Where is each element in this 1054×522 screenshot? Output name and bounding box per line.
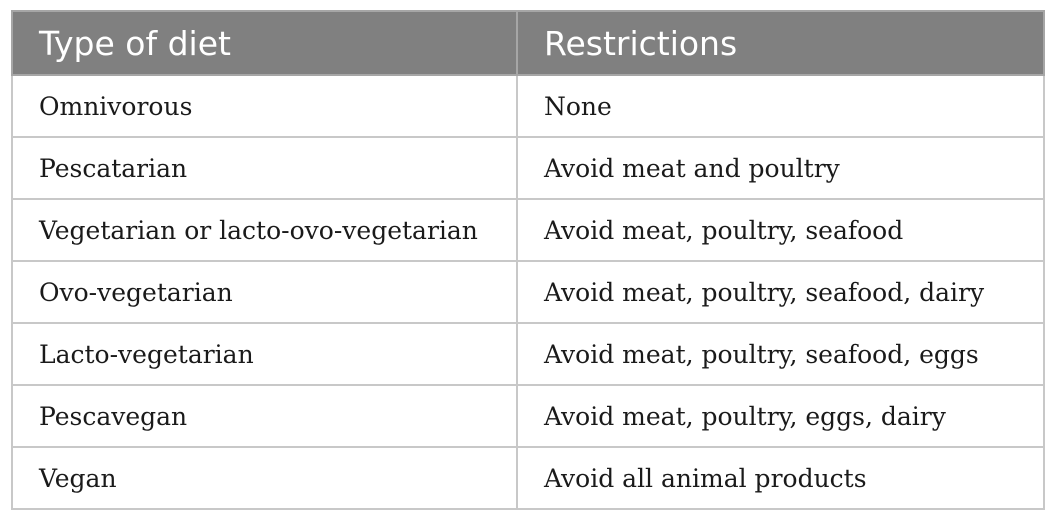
- diet-type-cell: Pescavegan: [11, 384, 518, 448]
- table-row: Pescavegan Avoid meat, poultry, eggs, da…: [11, 384, 1045, 448]
- diet-table-container: Type of diet Restrictions Omnivorous Non…: [11, 10, 1045, 510]
- table-row: Vegan Avoid all animal products: [11, 446, 1045, 510]
- diet-type-cell: Vegan: [11, 446, 518, 510]
- restrictions-cell: Avoid meat, poultry, seafood, dairy: [516, 260, 1045, 324]
- restrictions-cell: Avoid meat, poultry, seafood: [516, 198, 1045, 262]
- restrictions-cell: None: [516, 74, 1045, 138]
- table-row: Omnivorous None: [11, 74, 1045, 138]
- table-header-row: Type of diet Restrictions: [11, 10, 1045, 76]
- diet-type-cell: Lacto-vegetarian: [11, 322, 518, 386]
- restrictions-cell: Avoid all animal products: [516, 446, 1045, 510]
- diet-type-cell: Vegetarian or lacto-ovo-vegetarian: [11, 198, 518, 262]
- restrictions-cell: Avoid meat, poultry, eggs, dairy: [516, 384, 1045, 448]
- table-row: Lacto-vegetarian Avoid meat, poultry, se…: [11, 322, 1045, 386]
- header-restrictions: Restrictions: [516, 10, 1045, 76]
- diet-type-cell: Ovo-vegetarian: [11, 260, 518, 324]
- restrictions-cell: Avoid meat and poultry: [516, 136, 1045, 200]
- table-row: Pescatarian Avoid meat and poultry: [11, 136, 1045, 200]
- diet-restrictions-table: Type of diet Restrictions Omnivorous Non…: [11, 10, 1045, 510]
- restrictions-cell: Avoid meat, poultry, seafood, eggs: [516, 322, 1045, 386]
- diet-type-cell: Omnivorous: [11, 74, 518, 138]
- diet-type-cell: Pescatarian: [11, 136, 518, 200]
- table-row: Vegetarian or lacto-ovo-vegetarian Avoid…: [11, 198, 1045, 262]
- header-type-of-diet: Type of diet: [11, 10, 518, 76]
- table-row: Ovo-vegetarian Avoid meat, poultry, seaf…: [11, 260, 1045, 324]
